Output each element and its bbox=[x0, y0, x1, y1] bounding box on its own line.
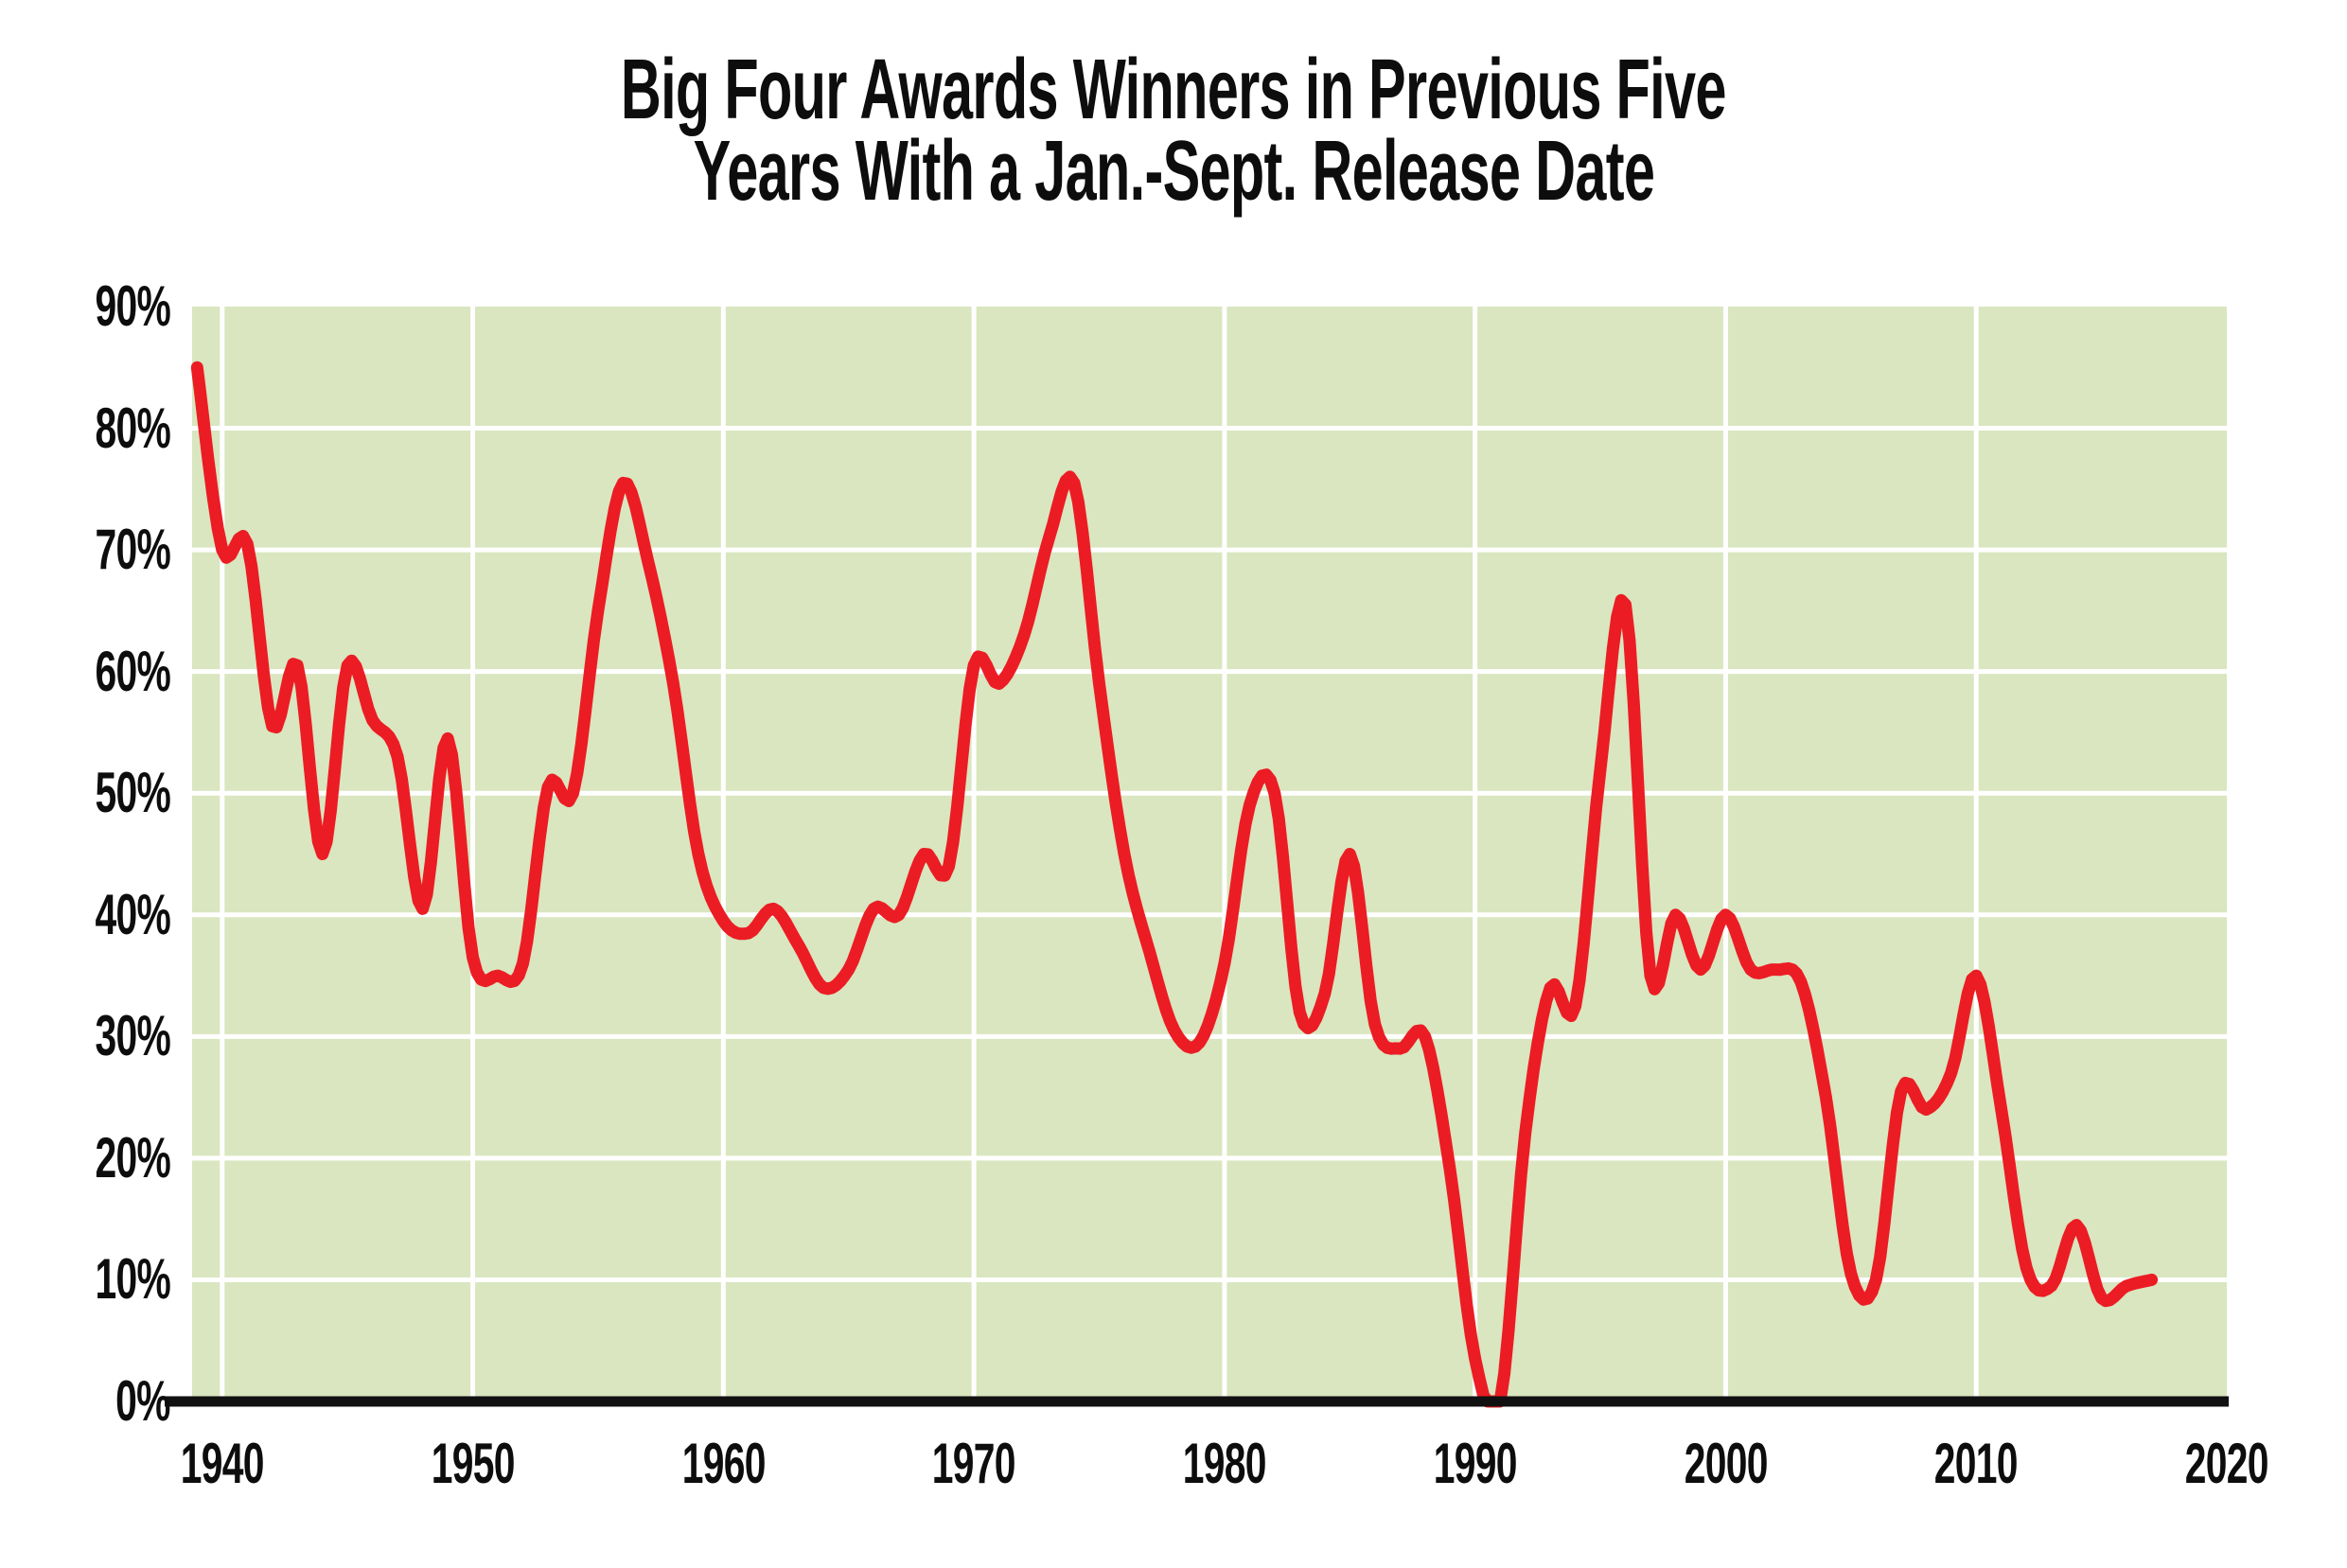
x-tick-label: 1990 bbox=[1433, 1432, 1518, 1495]
x-tick-label: 2020 bbox=[2184, 1432, 2269, 1495]
data-line bbox=[190, 361, 2159, 1408]
y-tick-label: 40% bbox=[95, 882, 170, 946]
x-tick-label: 1940 bbox=[180, 1432, 265, 1495]
y-tick-label: 60% bbox=[95, 639, 170, 703]
x-tick-label: 1970 bbox=[932, 1432, 1016, 1495]
gridlines bbox=[192, 307, 2227, 1401]
y-tick-label: 0% bbox=[115, 1369, 170, 1433]
y-tick-label: 20% bbox=[95, 1125, 170, 1189]
y-tick-label: 10% bbox=[95, 1247, 170, 1312]
y-tick-label: 80% bbox=[95, 396, 170, 460]
y-tick-label: 30% bbox=[95, 1004, 170, 1068]
y-tick-label: 90% bbox=[95, 274, 170, 338]
x-tick-label: 1980 bbox=[1182, 1432, 1267, 1495]
y-tick-label: 70% bbox=[95, 518, 170, 582]
x-tick-label: 2010 bbox=[1934, 1432, 2019, 1495]
y-tick-label: 50% bbox=[95, 761, 170, 825]
chart-title-line-1: Big Four Awards Winners in Previous Five bbox=[621, 43, 1727, 137]
chart-title: Big Four Awards Winners in Previous Five… bbox=[0, 43, 2347, 219]
x-tick-label: 1950 bbox=[431, 1432, 516, 1495]
chart-title-line-2: Years With a Jan.-Sept. Release Date bbox=[693, 124, 1654, 219]
x-tick-label: 2000 bbox=[1684, 1432, 1768, 1495]
x-axis-line bbox=[165, 1396, 2229, 1407]
x-tick-label: 1960 bbox=[681, 1432, 766, 1495]
plot-area-background bbox=[192, 307, 2227, 1401]
